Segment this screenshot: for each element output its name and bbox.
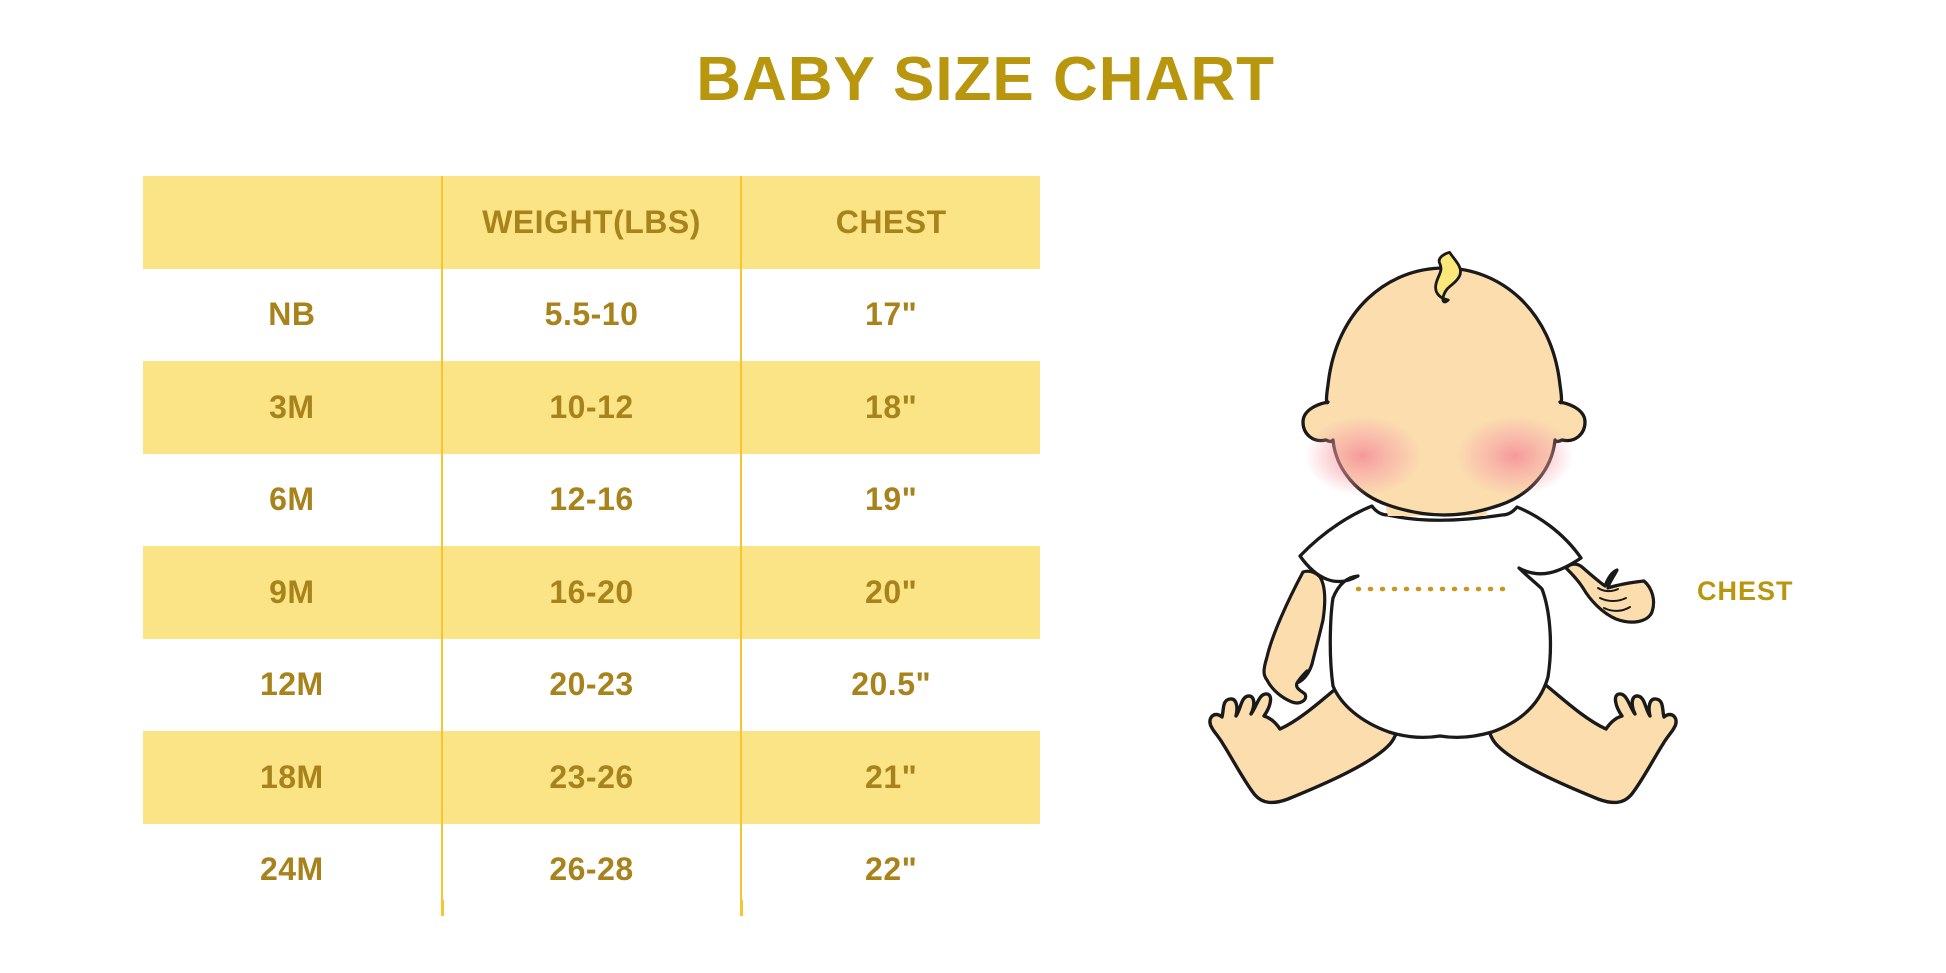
svg-text:CHEST: CHEST	[1697, 576, 1794, 606]
